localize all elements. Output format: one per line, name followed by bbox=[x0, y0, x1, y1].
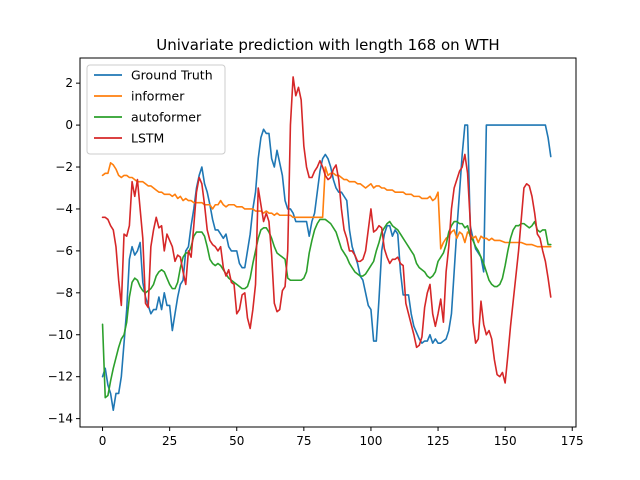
y-tick-label: 0 bbox=[65, 118, 73, 132]
x-axis: 0 25 50 75 100 125 150 175 bbox=[99, 427, 584, 448]
legend-label: Ground Truth bbox=[131, 68, 213, 83]
y-axis: 2 0 −2 −4 −6 −8 −10 −12 −14 bbox=[48, 76, 80, 426]
y-tick-label: −12 bbox=[48, 370, 73, 384]
y-tick-label: −6 bbox=[55, 244, 73, 258]
legend-label: LSTM bbox=[131, 131, 164, 146]
x-tick-label: 175 bbox=[561, 434, 584, 448]
x-tick-label: 75 bbox=[296, 434, 311, 448]
plot-series bbox=[101, 76, 552, 412]
legend-label: informer bbox=[131, 89, 185, 104]
series-line-lstm bbox=[101, 76, 552, 384]
x-tick-label: 25 bbox=[162, 434, 177, 448]
legend-box bbox=[86, 64, 226, 155]
series-line-ground-truth bbox=[101, 124, 552, 412]
y-tick-label: −10 bbox=[48, 328, 73, 342]
series-line-informer bbox=[101, 162, 552, 250]
x-tick-label: 50 bbox=[229, 434, 244, 448]
plot-frame bbox=[79, 57, 577, 428]
legend: Ground Truth informer autoformer LSTM bbox=[86, 64, 226, 155]
y-tick-label: −4 bbox=[55, 202, 73, 216]
y-tick-label: 2 bbox=[65, 76, 73, 90]
y-tick-label: −8 bbox=[55, 286, 73, 300]
y-tick-label: −14 bbox=[48, 412, 73, 426]
y-tick-label: −2 bbox=[55, 160, 73, 174]
series-line-autoformer bbox=[101, 218, 552, 399]
legend-label: autoformer bbox=[131, 110, 202, 125]
x-tick-label: 150 bbox=[494, 434, 517, 448]
x-tick-label: 125 bbox=[427, 434, 450, 448]
x-tick-label: 0 bbox=[99, 434, 107, 448]
x-tick-label: 100 bbox=[359, 434, 382, 448]
chart-title: Univariate prediction with length 168 on… bbox=[156, 36, 499, 54]
